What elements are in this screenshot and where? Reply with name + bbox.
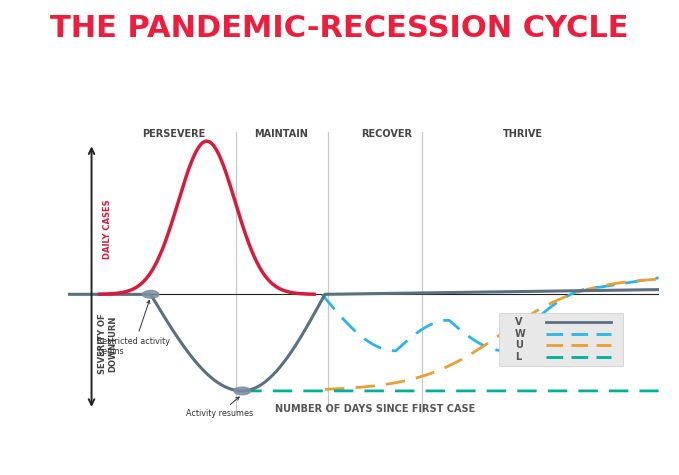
Text: DAILY CASES: DAILY CASES bbox=[103, 200, 112, 259]
Text: Restricted activity
begins: Restricted activity begins bbox=[98, 300, 170, 356]
Text: W: W bbox=[515, 329, 526, 339]
Text: PERSEVERE: PERSEVERE bbox=[143, 129, 206, 139]
FancyBboxPatch shape bbox=[499, 313, 623, 366]
Text: NUMBER OF DAYS SINCE FIRST CASE: NUMBER OF DAYS SINCE FIRST CASE bbox=[275, 404, 475, 414]
Text: Activity resumes: Activity resumes bbox=[186, 397, 253, 418]
Text: SEVERITY OF
DOWNTURN: SEVERITY OF DOWNTURN bbox=[98, 314, 117, 374]
Text: U: U bbox=[515, 341, 523, 351]
Text: MAINTAIN: MAINTAIN bbox=[254, 129, 308, 139]
Ellipse shape bbox=[143, 291, 159, 298]
Text: L: L bbox=[515, 352, 521, 362]
Text: THE PANDEMIC-RECESSION CYCLE: THE PANDEMIC-RECESSION CYCLE bbox=[50, 14, 629, 43]
Text: V: V bbox=[515, 317, 523, 327]
Text: RECOVER: RECOVER bbox=[361, 129, 412, 139]
Text: THRIVE: THRIVE bbox=[502, 129, 543, 139]
Ellipse shape bbox=[234, 387, 251, 395]
